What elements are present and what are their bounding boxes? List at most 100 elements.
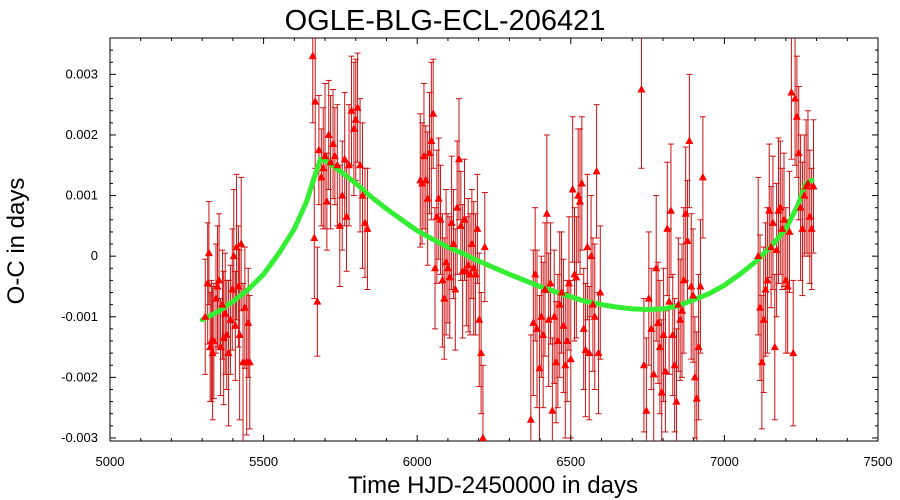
data-point — [443, 263, 452, 272]
data-point — [353, 103, 362, 111]
data-point — [692, 394, 701, 402]
data-point — [809, 181, 818, 190]
data-point — [466, 269, 475, 278]
data-point — [240, 303, 249, 311]
data-point — [464, 260, 473, 269]
chart-title: OGLE-BLG-ECL-206421 — [285, 5, 606, 37]
data-point — [201, 312, 210, 320]
data-point — [647, 324, 656, 332]
data-point — [211, 294, 220, 302]
data-point — [689, 291, 698, 299]
y-tick-label: -0.002 — [61, 369, 98, 384]
data-point — [347, 106, 356, 114]
data-point — [574, 191, 583, 199]
data-point — [221, 309, 230, 317]
data-point — [356, 160, 365, 169]
x-tick-label: 5000 — [96, 454, 125, 469]
x-axis-label: Time HJD-2450000 in days — [348, 472, 638, 499]
data-point — [787, 88, 796, 96]
data-point — [442, 257, 451, 266]
data-point — [781, 275, 790, 284]
data-point — [683, 236, 692, 245]
data-point — [637, 85, 646, 93]
data-point — [531, 269, 540, 278]
data-point — [674, 300, 683, 308]
data-point — [206, 342, 215, 351]
data-point — [434, 194, 443, 202]
data-point — [321, 151, 330, 160]
data-point — [311, 97, 320, 105]
data-point — [542, 209, 551, 217]
data-point — [568, 185, 577, 193]
data-point — [224, 348, 233, 357]
data-point — [661, 366, 670, 375]
data-point — [445, 272, 454, 281]
x-tick-label: 7500 — [864, 454, 893, 469]
data-point — [557, 288, 566, 296]
data-point — [772, 245, 781, 254]
data-point — [237, 239, 246, 248]
data-point — [333, 160, 342, 169]
data-point — [555, 300, 564, 308]
data-point — [526, 415, 535, 423]
data-point — [698, 172, 707, 181]
data-point — [429, 109, 438, 117]
data-point — [776, 203, 785, 211]
data-point — [785, 227, 794, 235]
data-point — [676, 315, 685, 323]
data-point — [592, 166, 601, 175]
data-point — [345, 160, 354, 169]
x-tick-label: 7000 — [710, 454, 739, 469]
data-point — [566, 354, 575, 363]
data-point — [561, 360, 570, 369]
data-point — [436, 215, 445, 223]
data-point — [794, 148, 803, 157]
data-point — [329, 139, 338, 148]
data-point — [576, 197, 585, 205]
data-point — [432, 212, 441, 220]
data-point — [655, 342, 664, 351]
data-point — [583, 242, 592, 251]
data-point — [687, 281, 696, 290]
data-point-layer — [201, 51, 818, 441]
data-point — [778, 224, 787, 232]
data-point — [358, 191, 367, 199]
data-point — [798, 224, 807, 232]
x-tick-label: 5500 — [249, 454, 278, 469]
plot-frame — [109, 37, 879, 442]
data-point — [215, 275, 224, 284]
data-point — [796, 203, 805, 211]
data-point — [807, 224, 816, 232]
fit-curve — [199, 156, 815, 323]
data-point — [228, 284, 237, 293]
data-point — [460, 215, 469, 223]
data-point — [473, 224, 482, 232]
data-point — [335, 221, 344, 229]
data-point — [696, 281, 705, 290]
data-point — [659, 330, 668, 338]
data-point — [418, 178, 427, 187]
data-point — [314, 145, 323, 154]
data-point — [792, 112, 801, 120]
data-point — [649, 369, 658, 378]
data-point — [539, 330, 548, 338]
y-tick-label: 0.001 — [65, 188, 98, 203]
data-point — [478, 433, 487, 441]
data-point — [427, 136, 436, 145]
data-point — [322, 197, 331, 205]
data-point — [244, 318, 253, 326]
y-tick-label: 0 — [91, 248, 98, 263]
data-point — [462, 266, 471, 275]
y-tick-label: -0.001 — [61, 309, 98, 324]
data-point — [654, 318, 663, 326]
data-point — [672, 397, 681, 405]
data-point — [533, 324, 542, 332]
data-point — [208, 348, 217, 357]
data-point — [231, 321, 240, 329]
data-point — [754, 251, 763, 260]
data-point — [229, 251, 238, 260]
data-point — [330, 151, 339, 160]
axis-ticks: 5000 5500 6000 6500 7000 7500 -0.003 -0.002 -0.0… — [61, 38, 892, 469]
data-point — [783, 281, 792, 290]
